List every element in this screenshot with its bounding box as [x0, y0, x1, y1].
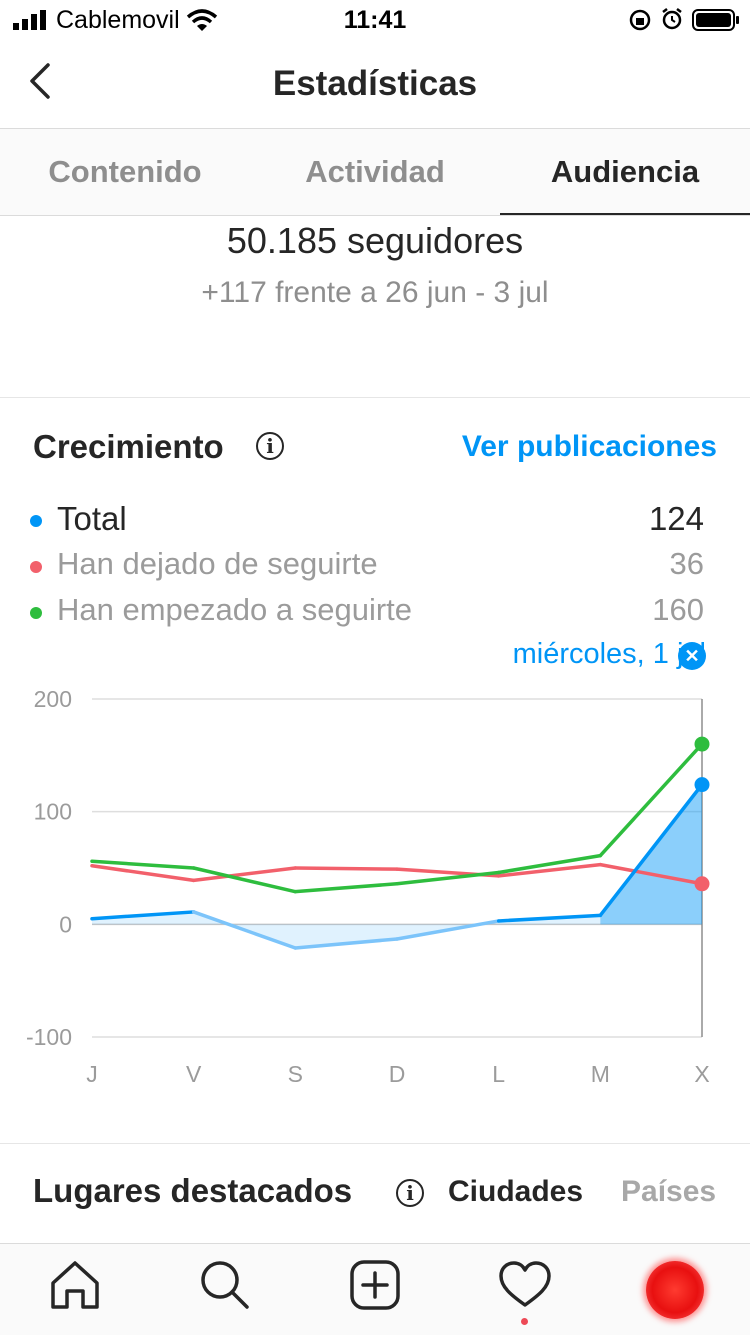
legend-value: 160 — [652, 592, 704, 627]
x-tick-label: X — [694, 1061, 709, 1087]
divider — [0, 397, 750, 398]
info-icon[interactable]: i — [256, 432, 284, 460]
series-segment-total — [191, 910, 298, 950]
x-tick-label: L — [492, 1061, 505, 1087]
divider — [0, 1143, 750, 1144]
series-segment-han-dejado-de-seguirte — [191, 866, 298, 883]
series-segment-total — [395, 919, 501, 941]
growth-chart[interactable]: 200 100 0 -100 J V S D L M X — [0, 680, 750, 1100]
chevron-left-icon[interactable] — [26, 62, 56, 102]
places-title: Lugares destacados — [33, 1172, 353, 1209]
legend-unfollowed: Han dejado de seguirte 36 — [30, 546, 710, 586]
x-tick-label: D — [389, 1061, 406, 1087]
close-icon[interactable]: ✕ — [678, 642, 706, 670]
clock: 11:41 — [343, 6, 407, 34]
x-tick-label: S — [288, 1061, 303, 1087]
y-tick-label: 0 — [59, 911, 72, 937]
status-bar: Cablemovil 11:41 — [0, 0, 750, 40]
legend-label: Han dejado de seguirte — [57, 546, 378, 581]
navigation-bar — [0, 40, 750, 129]
y-tick-label: 100 — [34, 799, 72, 825]
series-segment-han-empezado-a-seguirte — [598, 742, 704, 858]
legend-label: Han empezado a seguirte — [57, 592, 413, 627]
alarm-icon — [662, 8, 682, 30]
series-segment-han-dejado-de-seguirte — [293, 866, 399, 871]
series-segment-han-empezado-a-seguirte — [395, 870, 501, 886]
data-point — [694, 876, 710, 892]
info-icon[interactable]: i — [396, 1179, 424, 1207]
series-segment-han-empezado-a-seguirte — [496, 853, 603, 875]
legend-value: 36 — [669, 546, 704, 581]
x-tick-label: J — [86, 1061, 98, 1087]
legend-value: 124 — [648, 500, 704, 537]
orientation-lock-icon — [629, 9, 651, 31]
view-posts-link[interactable]: Ver publicaciones — [461, 430, 717, 463]
search-icon[interactable] — [197, 1257, 253, 1313]
series-segment-total — [496, 913, 603, 923]
series-segment-han-empezado-a-seguirte — [191, 866, 298, 894]
tab-bar: Contenido Actividad Audiencia — [0, 129, 750, 216]
carrier-name: Cablemovil — [56, 6, 180, 34]
activity-heart-icon[interactable] — [497, 1257, 553, 1313]
page-title: Estadísticas — [272, 64, 478, 103]
series-segment-total — [90, 910, 196, 921]
tab-actividad[interactable]: Actividad — [305, 154, 445, 189]
series-segment-han-empezado-a-seguirte — [293, 882, 399, 894]
legend-dot — [30, 607, 42, 619]
growth-title: Crecimiento — [33, 428, 224, 465]
tab-paises[interactable]: Países — [621, 1175, 717, 1208]
y-tick-label: -100 — [26, 1024, 72, 1050]
home-icon[interactable] — [47, 1257, 103, 1313]
new-post-icon[interactable] — [347, 1257, 403, 1313]
notification-dot — [521, 1318, 528, 1325]
x-tick-label: V — [186, 1061, 202, 1087]
data-point — [694, 736, 710, 752]
follower-change: +117 frente a 26 jun - 3 jul — [201, 276, 549, 309]
tab-audiencia[interactable]: Audiencia — [550, 154, 700, 189]
tab-contenido[interactable]: Contenido — [48, 154, 202, 189]
legend-new-followers: Han empezado a seguirte 160 — [30, 592, 710, 632]
series-segment-han-empezado-a-seguirte — [90, 859, 196, 870]
legend-dot — [30, 561, 42, 573]
selected-date: miércoles, 1 jul — [512, 638, 706, 670]
series-segment-total — [293, 937, 399, 950]
tab-ciudades[interactable]: Ciudades — [448, 1175, 584, 1208]
active-tab-indicator — [500, 213, 750, 215]
y-tick-label: 200 — [34, 686, 72, 712]
legend-dot — [30, 515, 42, 527]
wifi-icon — [186, 9, 218, 31]
legend-label: Total — [57, 500, 127, 537]
series-segment-han-dejado-de-seguirte — [90, 863, 196, 883]
data-point — [694, 777, 710, 793]
x-tick-label: M — [591, 1061, 610, 1087]
follower-count: 50.185 seguidores — [226, 220, 524, 261]
battery-icon — [692, 9, 739, 31]
signal-icon — [13, 10, 46, 30]
series-segment-total — [598, 782, 704, 918]
series-segment-han-dejado-de-seguirte — [496, 862, 603, 878]
profile-avatar[interactable] — [646, 1261, 704, 1319]
series-segment-han-dejado-de-seguirte — [598, 862, 704, 886]
legend-total: Total 124 — [30, 500, 710, 540]
